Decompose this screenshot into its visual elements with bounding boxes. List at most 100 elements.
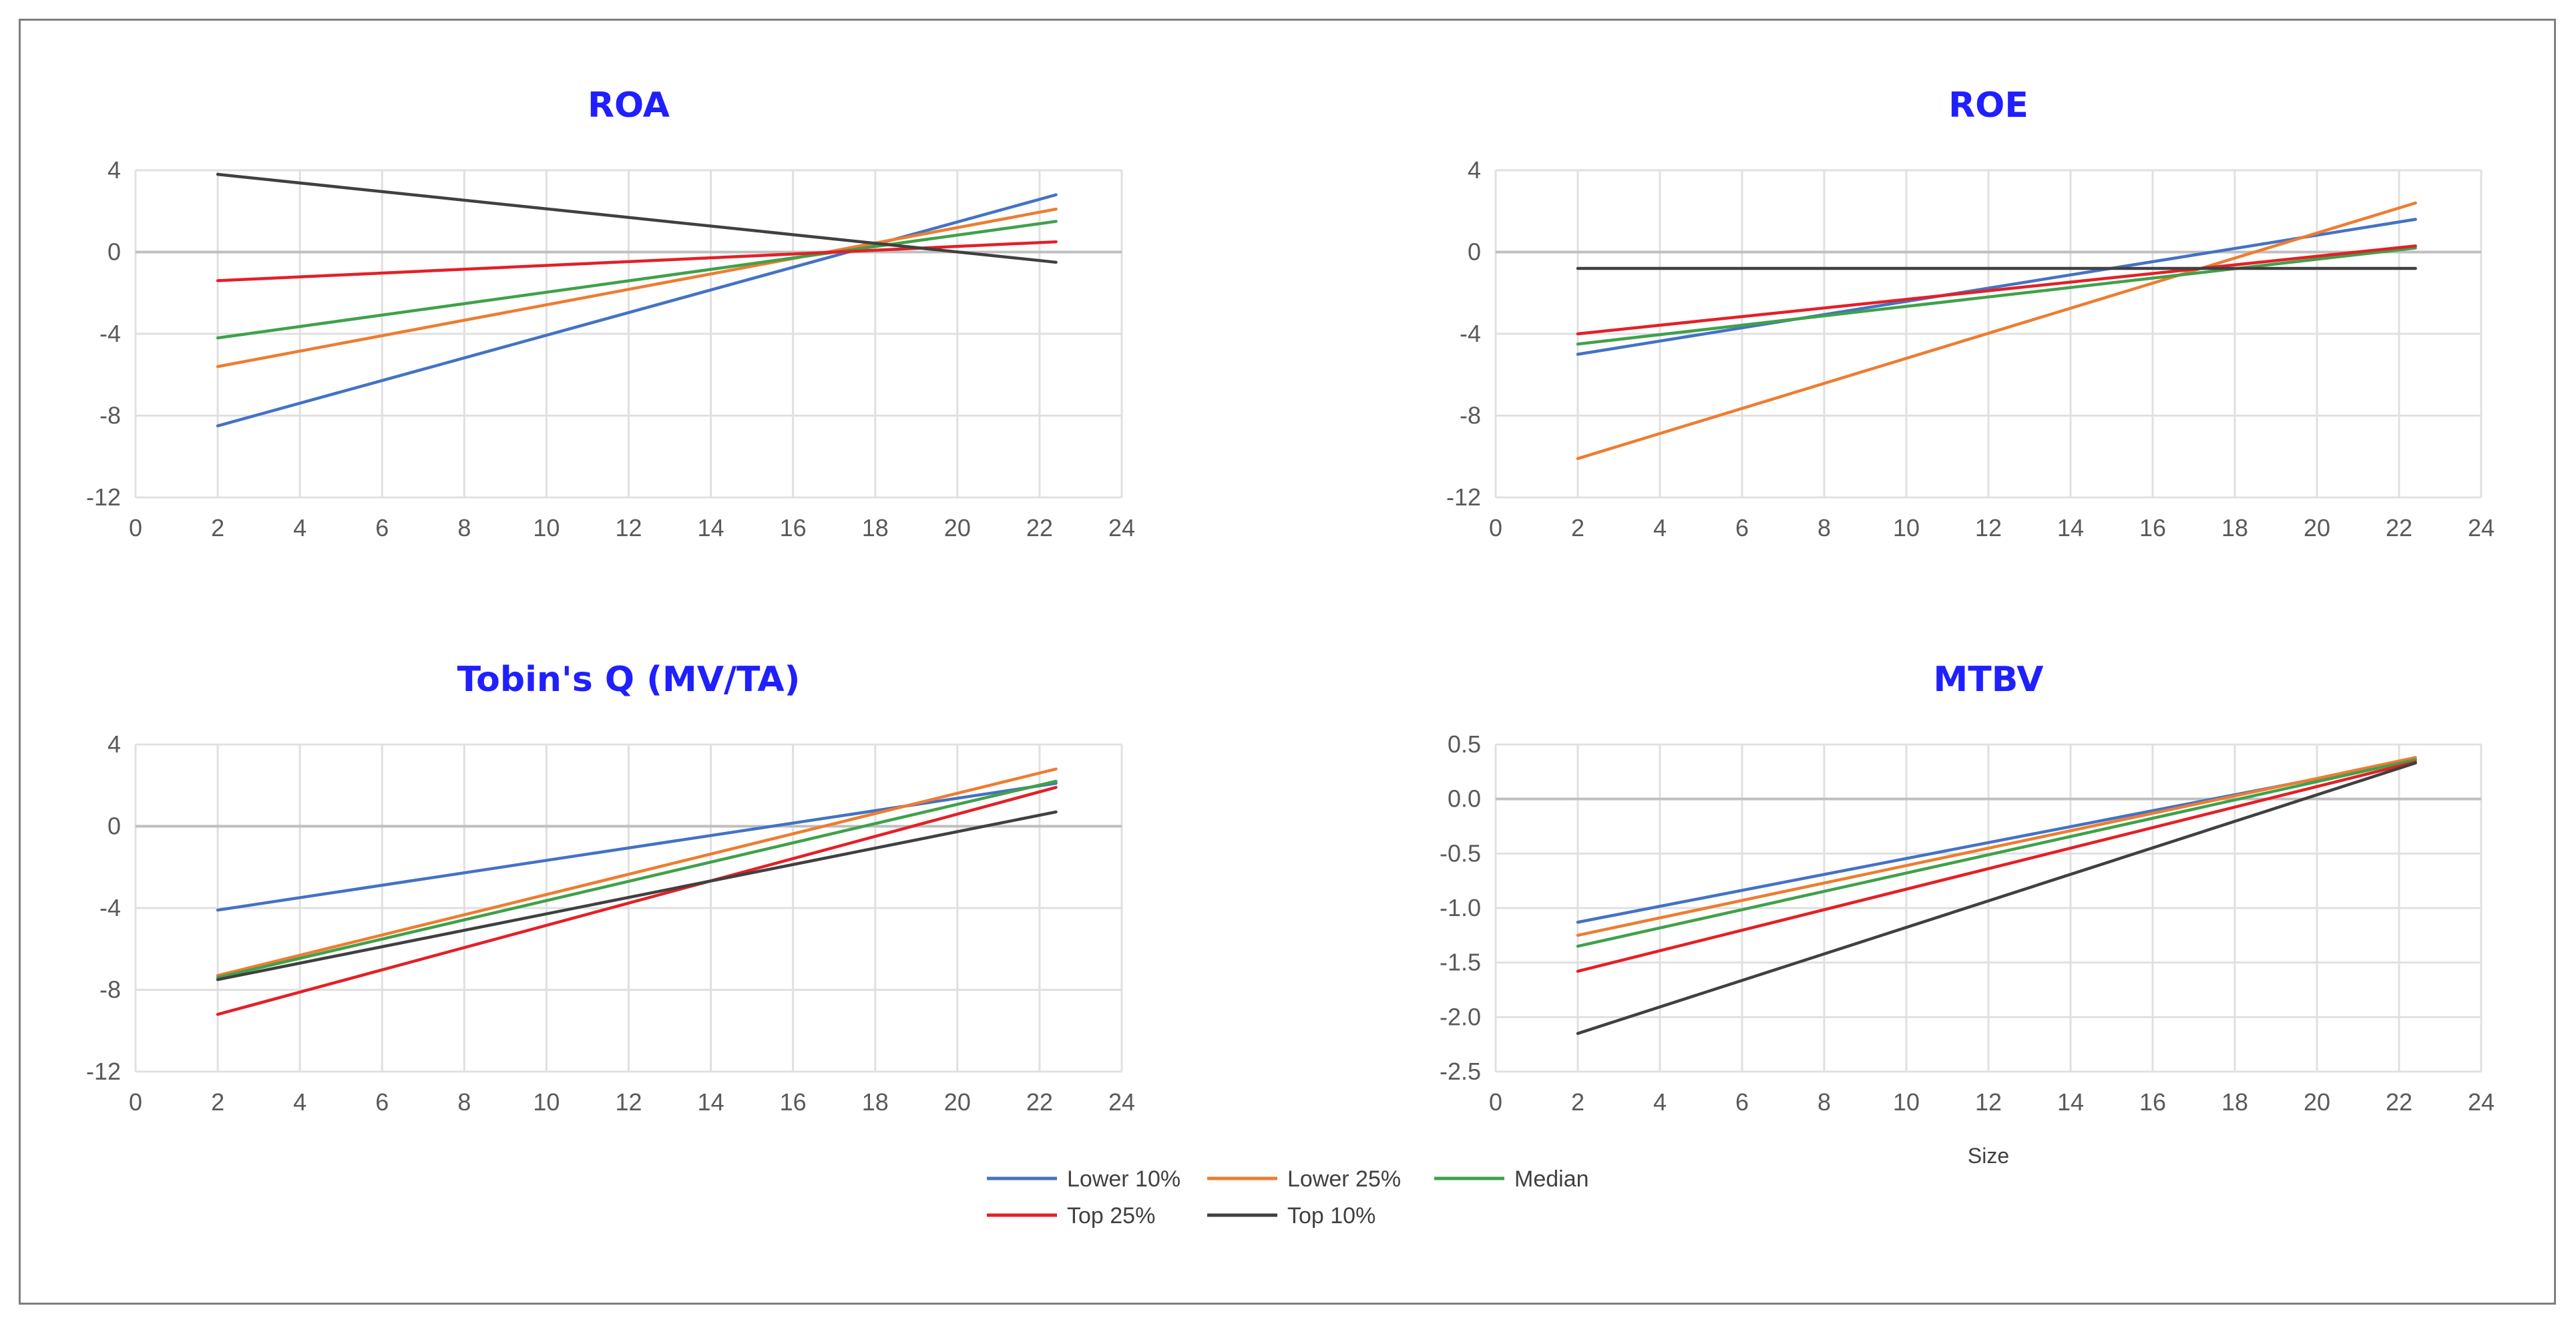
mtbv-x-tick-label: 2 bbox=[1571, 1088, 1584, 1116]
tobins-q-x-tick-label: 16 bbox=[780, 1088, 807, 1116]
roe-y-tick-label: 4 bbox=[1468, 156, 1481, 184]
roe-x-tick-label: 2 bbox=[1571, 514, 1584, 541]
roa-x-tick-label: 24 bbox=[1108, 514, 1135, 541]
tobins-q-x-tick-label: 14 bbox=[698, 1088, 724, 1116]
roa-y-tick-label: 4 bbox=[108, 156, 121, 184]
tobins-q-x-tick-label: 22 bbox=[1026, 1088, 1053, 1116]
tobins-q-x-tick-label: 0 bbox=[129, 1088, 142, 1116]
roe-x-tick-label: 16 bbox=[2139, 514, 2166, 541]
tobins-q-x-tick-label: 18 bbox=[862, 1088, 889, 1116]
roa-x-tick-label: 22 bbox=[1026, 514, 1053, 541]
roe-y-tick-label: 0 bbox=[1468, 238, 1481, 266]
legend-label-lower-10: Lower 10% bbox=[1067, 1166, 1180, 1192]
tobins-q-y-tick-label: 0 bbox=[108, 813, 121, 840]
roa-title: ROA bbox=[588, 85, 670, 126]
roa-x-tick-label: 0 bbox=[129, 514, 142, 541]
tobins-q-series-lower-25 bbox=[216, 767, 1058, 977]
roa-x-tick-label: 8 bbox=[457, 514, 471, 541]
roe-series-top-25 bbox=[1576, 244, 2417, 336]
roe-y-tick-label: -8 bbox=[1460, 402, 1481, 429]
roa-x-tick-label: 4 bbox=[293, 514, 306, 541]
roa-x-tick-label: 12 bbox=[615, 514, 642, 541]
mtbv-x-tick-label: 10 bbox=[1893, 1088, 1920, 1116]
mtbv-x-tick-label: 0 bbox=[1489, 1088, 1502, 1116]
mtbv-x-axis-label: Size bbox=[1968, 1144, 2009, 1168]
roe-title: ROE bbox=[1948, 85, 2028, 126]
roa-y-tick-label: 0 bbox=[108, 238, 121, 266]
roa-x-tick-label: 18 bbox=[862, 514, 889, 541]
roe-series-lower-25 bbox=[1576, 201, 2417, 461]
tobins-q-y-tick-label: -12 bbox=[86, 1058, 121, 1085]
roe-x-tick-label: 10 bbox=[1893, 514, 1920, 541]
roe-x-tick-label: 18 bbox=[2221, 514, 2248, 541]
mtbv-series-top-25 bbox=[1576, 760, 2417, 973]
roa-x-tick-label: 16 bbox=[780, 514, 807, 541]
tobins-q-x-tick-label: 2 bbox=[211, 1088, 224, 1116]
roa-x-tick-label: 20 bbox=[944, 514, 971, 541]
roe-series-lower-10 bbox=[1576, 218, 2417, 356]
tobins-q-y-tick-label: 4 bbox=[108, 730, 121, 758]
roe-x-tick-label: 14 bbox=[2057, 514, 2084, 541]
roa-series-lower-10 bbox=[216, 193, 1058, 428]
tobins-q-x-tick-label: 24 bbox=[1108, 1088, 1135, 1116]
roe-x-tick-label: 6 bbox=[1735, 514, 1749, 541]
tobins-q-x-tick-label: 20 bbox=[944, 1088, 971, 1116]
roa-series-top-10 bbox=[216, 172, 1058, 264]
roe-x-tick-label: 4 bbox=[1653, 514, 1667, 541]
mtbv-y-tick-label: -2.0 bbox=[1440, 1003, 1481, 1030]
legend-label-lower-25: Lower 25% bbox=[1287, 1166, 1401, 1192]
mtbv-y-tick-label: 0.5 bbox=[1448, 730, 1481, 758]
roa-y-tick-label: -12 bbox=[86, 483, 121, 511]
legend-label-top-10: Top 10% bbox=[1287, 1203, 1375, 1229]
chart-frame bbox=[19, 19, 2556, 1305]
mtbv-y-tick-label: -2.5 bbox=[1440, 1058, 1481, 1085]
tobins-q-series-lower-10 bbox=[216, 781, 1058, 912]
tobins-q-series-top-10 bbox=[216, 810, 1058, 981]
tobins-q-title: Tobin's Q (MV/TA) bbox=[457, 660, 801, 700]
legend-label-top-25: Top 25% bbox=[1067, 1203, 1155, 1229]
mtbv-series-top-10 bbox=[1576, 761, 2417, 1036]
roe-x-tick-label: 12 bbox=[1975, 514, 2002, 541]
roa-y-tick-label: -4 bbox=[99, 320, 121, 347]
mtbv-x-tick-label: 24 bbox=[2468, 1088, 2495, 1116]
roa-y-tick-label: -8 bbox=[99, 402, 121, 429]
roa-x-tick-label: 2 bbox=[211, 514, 224, 541]
mtbv-y-tick-label: 0.0 bbox=[1448, 785, 1481, 813]
roa-series-lower-25 bbox=[216, 207, 1058, 369]
roa-series-median bbox=[216, 220, 1058, 340]
roa-x-tick-label: 14 bbox=[698, 514, 724, 541]
tobins-q-y-tick-label: -4 bbox=[99, 894, 121, 921]
mtbv-y-tick-label: -0.5 bbox=[1440, 839, 1481, 867]
tobins-q-x-tick-label: 8 bbox=[457, 1088, 471, 1116]
roe-x-tick-label: 22 bbox=[2386, 514, 2412, 541]
roe-x-tick-label: 24 bbox=[2468, 514, 2495, 541]
legend-label-median: Median bbox=[1514, 1166, 1589, 1192]
mtbv-x-tick-label: 22 bbox=[2386, 1088, 2412, 1116]
mtbv-title: MTBV bbox=[1934, 660, 2044, 700]
tobins-q-series-top-25 bbox=[216, 786, 1058, 1016]
roe-y-tick-label: -12 bbox=[1446, 483, 1481, 511]
tobins-q-series-median bbox=[216, 779, 1058, 979]
mtbv-series-lower-25 bbox=[1576, 756, 2417, 937]
mtbv-x-tick-label: 18 bbox=[2221, 1088, 2248, 1116]
mtbv-x-tick-label: 14 bbox=[2057, 1088, 2084, 1116]
tobins-q-x-tick-label: 10 bbox=[533, 1088, 560, 1116]
mtbv-y-tick-label: -1.5 bbox=[1440, 949, 1481, 976]
roa-x-tick-label: 6 bbox=[375, 514, 389, 541]
mtbv-x-tick-label: 20 bbox=[2304, 1088, 2330, 1116]
tobins-q-x-tick-label: 12 bbox=[615, 1088, 642, 1116]
roa-x-tick-label: 10 bbox=[533, 514, 560, 541]
mtbv-x-tick-label: 4 bbox=[1653, 1088, 1667, 1116]
roe-series-median bbox=[1576, 246, 2417, 346]
mtbv-x-tick-label: 8 bbox=[1817, 1088, 1831, 1116]
roe-y-tick-label: -4 bbox=[1460, 320, 1481, 347]
roe-x-tick-label: 8 bbox=[1817, 514, 1831, 541]
roe-x-tick-label: 20 bbox=[2304, 514, 2330, 541]
tobins-q-x-tick-label: 4 bbox=[293, 1088, 306, 1116]
mtbv-x-tick-label: 16 bbox=[2139, 1088, 2166, 1116]
tobins-q-y-tick-label: -8 bbox=[99, 976, 121, 1004]
roe-x-tick-label: 0 bbox=[1489, 514, 1502, 541]
mtbv-x-tick-label: 6 bbox=[1735, 1088, 1749, 1116]
tobins-q-x-tick-label: 6 bbox=[375, 1088, 389, 1116]
